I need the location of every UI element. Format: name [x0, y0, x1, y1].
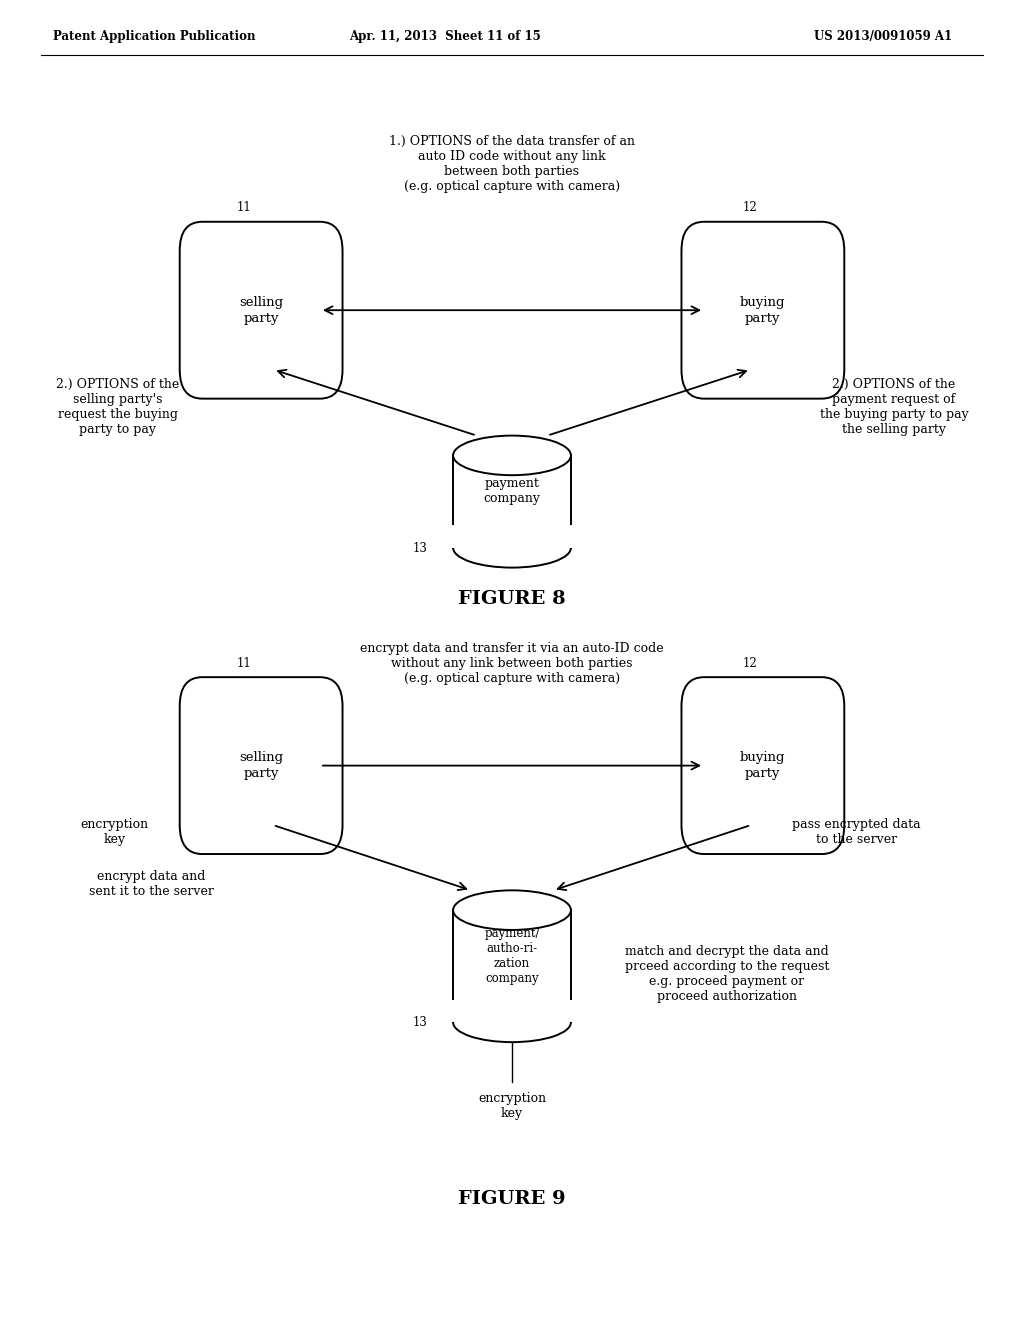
Text: selling
party: selling party — [239, 751, 284, 780]
Text: 12: 12 — [743, 201, 758, 214]
FancyBboxPatch shape — [451, 1001, 573, 1022]
Text: 2.) OPTIONS of the
selling party's
request the buying
party to pay: 2.) OPTIONS of the selling party's reque… — [56, 378, 179, 436]
Ellipse shape — [453, 890, 571, 929]
Text: FIGURE 9: FIGURE 9 — [458, 1189, 566, 1208]
Text: Patent Application Publication: Patent Application Publication — [53, 30, 256, 44]
Text: US 2013/0091059 A1: US 2013/0091059 A1 — [814, 30, 952, 44]
Text: 12: 12 — [743, 656, 758, 669]
Polygon shape — [453, 911, 571, 1022]
Text: 13: 13 — [413, 1016, 428, 1030]
FancyBboxPatch shape — [682, 222, 844, 399]
FancyBboxPatch shape — [451, 525, 573, 548]
Text: pass encrypted data
to the server: pass encrypted data to the server — [792, 817, 921, 846]
Text: 11: 11 — [237, 201, 251, 214]
Text: Apr. 11, 2013  Sheet 11 of 15: Apr. 11, 2013 Sheet 11 of 15 — [349, 30, 542, 44]
Text: encryption
key: encryption key — [81, 817, 148, 846]
FancyBboxPatch shape — [180, 677, 342, 854]
Polygon shape — [453, 455, 571, 548]
FancyBboxPatch shape — [180, 222, 342, 399]
Text: selling
party: selling party — [239, 296, 284, 325]
FancyBboxPatch shape — [682, 677, 844, 854]
Text: 11: 11 — [237, 656, 251, 669]
Text: FIGURE 8: FIGURE 8 — [458, 590, 566, 609]
Text: buying
party: buying party — [740, 296, 785, 325]
Text: payment/
autho-ri-
zation
company: payment/ autho-ri- zation company — [484, 927, 540, 985]
Text: match and decrypt the data and
prceed according to the request
e.g. proceed paym: match and decrypt the data and prceed ac… — [625, 945, 829, 1003]
Text: encrypt data and transfer it via an auto-ID code
without any link between both p: encrypt data and transfer it via an auto… — [360, 643, 664, 685]
Text: payment
company: payment company — [483, 477, 541, 506]
Ellipse shape — [453, 1003, 571, 1043]
Text: encrypt data and
sent it to the server: encrypt data and sent it to the server — [89, 870, 214, 899]
Text: buying
party: buying party — [740, 751, 785, 780]
Text: encryption
key: encryption key — [478, 1092, 546, 1121]
Text: 13: 13 — [413, 541, 428, 554]
Ellipse shape — [453, 436, 571, 475]
Text: 1.) OPTIONS of the data transfer of an
auto ID code without any link
between bot: 1.) OPTIONS of the data transfer of an a… — [389, 135, 635, 193]
Ellipse shape — [453, 528, 571, 568]
Text: 2.) OPTIONS of the
payment request of
the buying party to pay
the selling party: 2.) OPTIONS of the payment request of th… — [819, 378, 969, 436]
